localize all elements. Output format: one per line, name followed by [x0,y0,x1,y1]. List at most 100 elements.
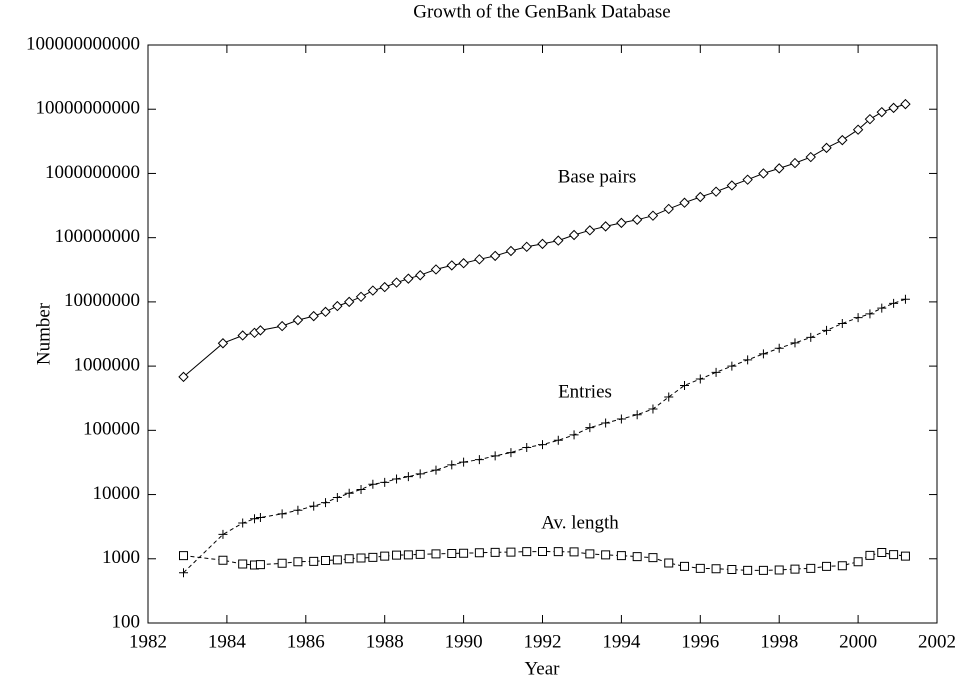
chart-title: Growth of the GenBank Database [413,1,670,22]
y-axis-label: Number [33,302,54,365]
data-point [489,250,501,262]
data-point [680,561,690,571]
data-point [821,142,832,154]
data-point [459,548,469,558]
data-point [900,98,911,110]
x-tick-label: 1982 [129,631,167,652]
data-point [415,469,425,479]
data-point [309,501,319,511]
data-point [356,484,366,494]
data-point [309,556,319,566]
y-tick-label: 10000 [93,483,141,504]
data-point [806,563,816,573]
data-point [569,430,579,440]
data-point [179,568,189,578]
y-tick-label: 10000000 [64,290,140,311]
data-point [332,492,342,502]
data-point [459,457,469,467]
data-point [250,514,260,524]
annotation: Av. length [541,512,619,533]
data-point [789,157,801,169]
data-point [711,367,721,377]
data-point [773,163,785,174]
data-point [648,404,658,414]
data-point [458,258,469,269]
data-point [474,455,484,465]
data-point [568,229,580,241]
y-tick-label: 100 [112,611,141,632]
data-point [553,547,563,557]
data-point [344,488,354,498]
data-point [632,552,642,562]
data-point [506,448,516,458]
data-point [648,553,658,563]
data-point [727,361,737,371]
data-point [293,505,303,515]
data-point [537,238,548,250]
data-point [806,332,816,342]
data-point [431,549,441,559]
data-point [538,440,547,450]
data-point [888,102,899,114]
data-point [255,560,265,570]
data-point [490,547,500,557]
data-point [585,549,595,559]
data-point [343,296,355,308]
data-point [447,548,457,558]
data-point [178,371,189,383]
data-point [218,555,228,565]
y-tick-label: 100000000000 [26,33,140,54]
data-point [403,472,413,482]
data-point [679,197,690,208]
data-point [217,338,229,349]
data-point [332,300,343,312]
data-point [474,254,485,265]
data-point [321,556,331,566]
x-tick-label: 1992 [524,631,562,652]
data-point [392,550,402,560]
data-point [743,565,753,575]
data-point [889,298,899,308]
data-point [414,270,426,281]
data-point [367,285,379,296]
data-point [877,548,887,558]
data-point [321,498,331,508]
data-point [553,435,563,445]
data-point [805,151,816,163]
data-point [277,558,287,568]
data-point [900,551,910,561]
annotation: Entries [558,381,612,402]
data-point [774,343,784,353]
data-point [430,264,442,275]
data-point [553,235,564,246]
data-point [490,451,500,461]
data-point [601,550,611,560]
data-point [837,561,847,571]
x-tick-label: 1996 [681,631,719,652]
data-point [663,203,674,215]
data-point [380,477,390,487]
data-point [616,551,626,561]
data-point [179,551,189,561]
data-point [877,303,887,313]
data-point [255,325,266,336]
data-point [726,180,738,191]
data-point [664,392,674,402]
data-point [584,225,596,236]
data-point [616,414,626,424]
x-tick-label: 2000 [839,631,877,652]
y-tick-label: 1000 [102,547,140,568]
data-point [790,338,800,348]
y-tick-label: 100000 [83,419,140,440]
data-point [774,565,784,575]
data-point [790,564,800,574]
data-point [403,550,413,560]
data-point [380,551,390,561]
data-point [522,443,532,453]
data-point [758,565,768,575]
data-point [356,553,366,563]
data-point [710,186,722,197]
x-tick-label: 1998 [760,631,798,652]
